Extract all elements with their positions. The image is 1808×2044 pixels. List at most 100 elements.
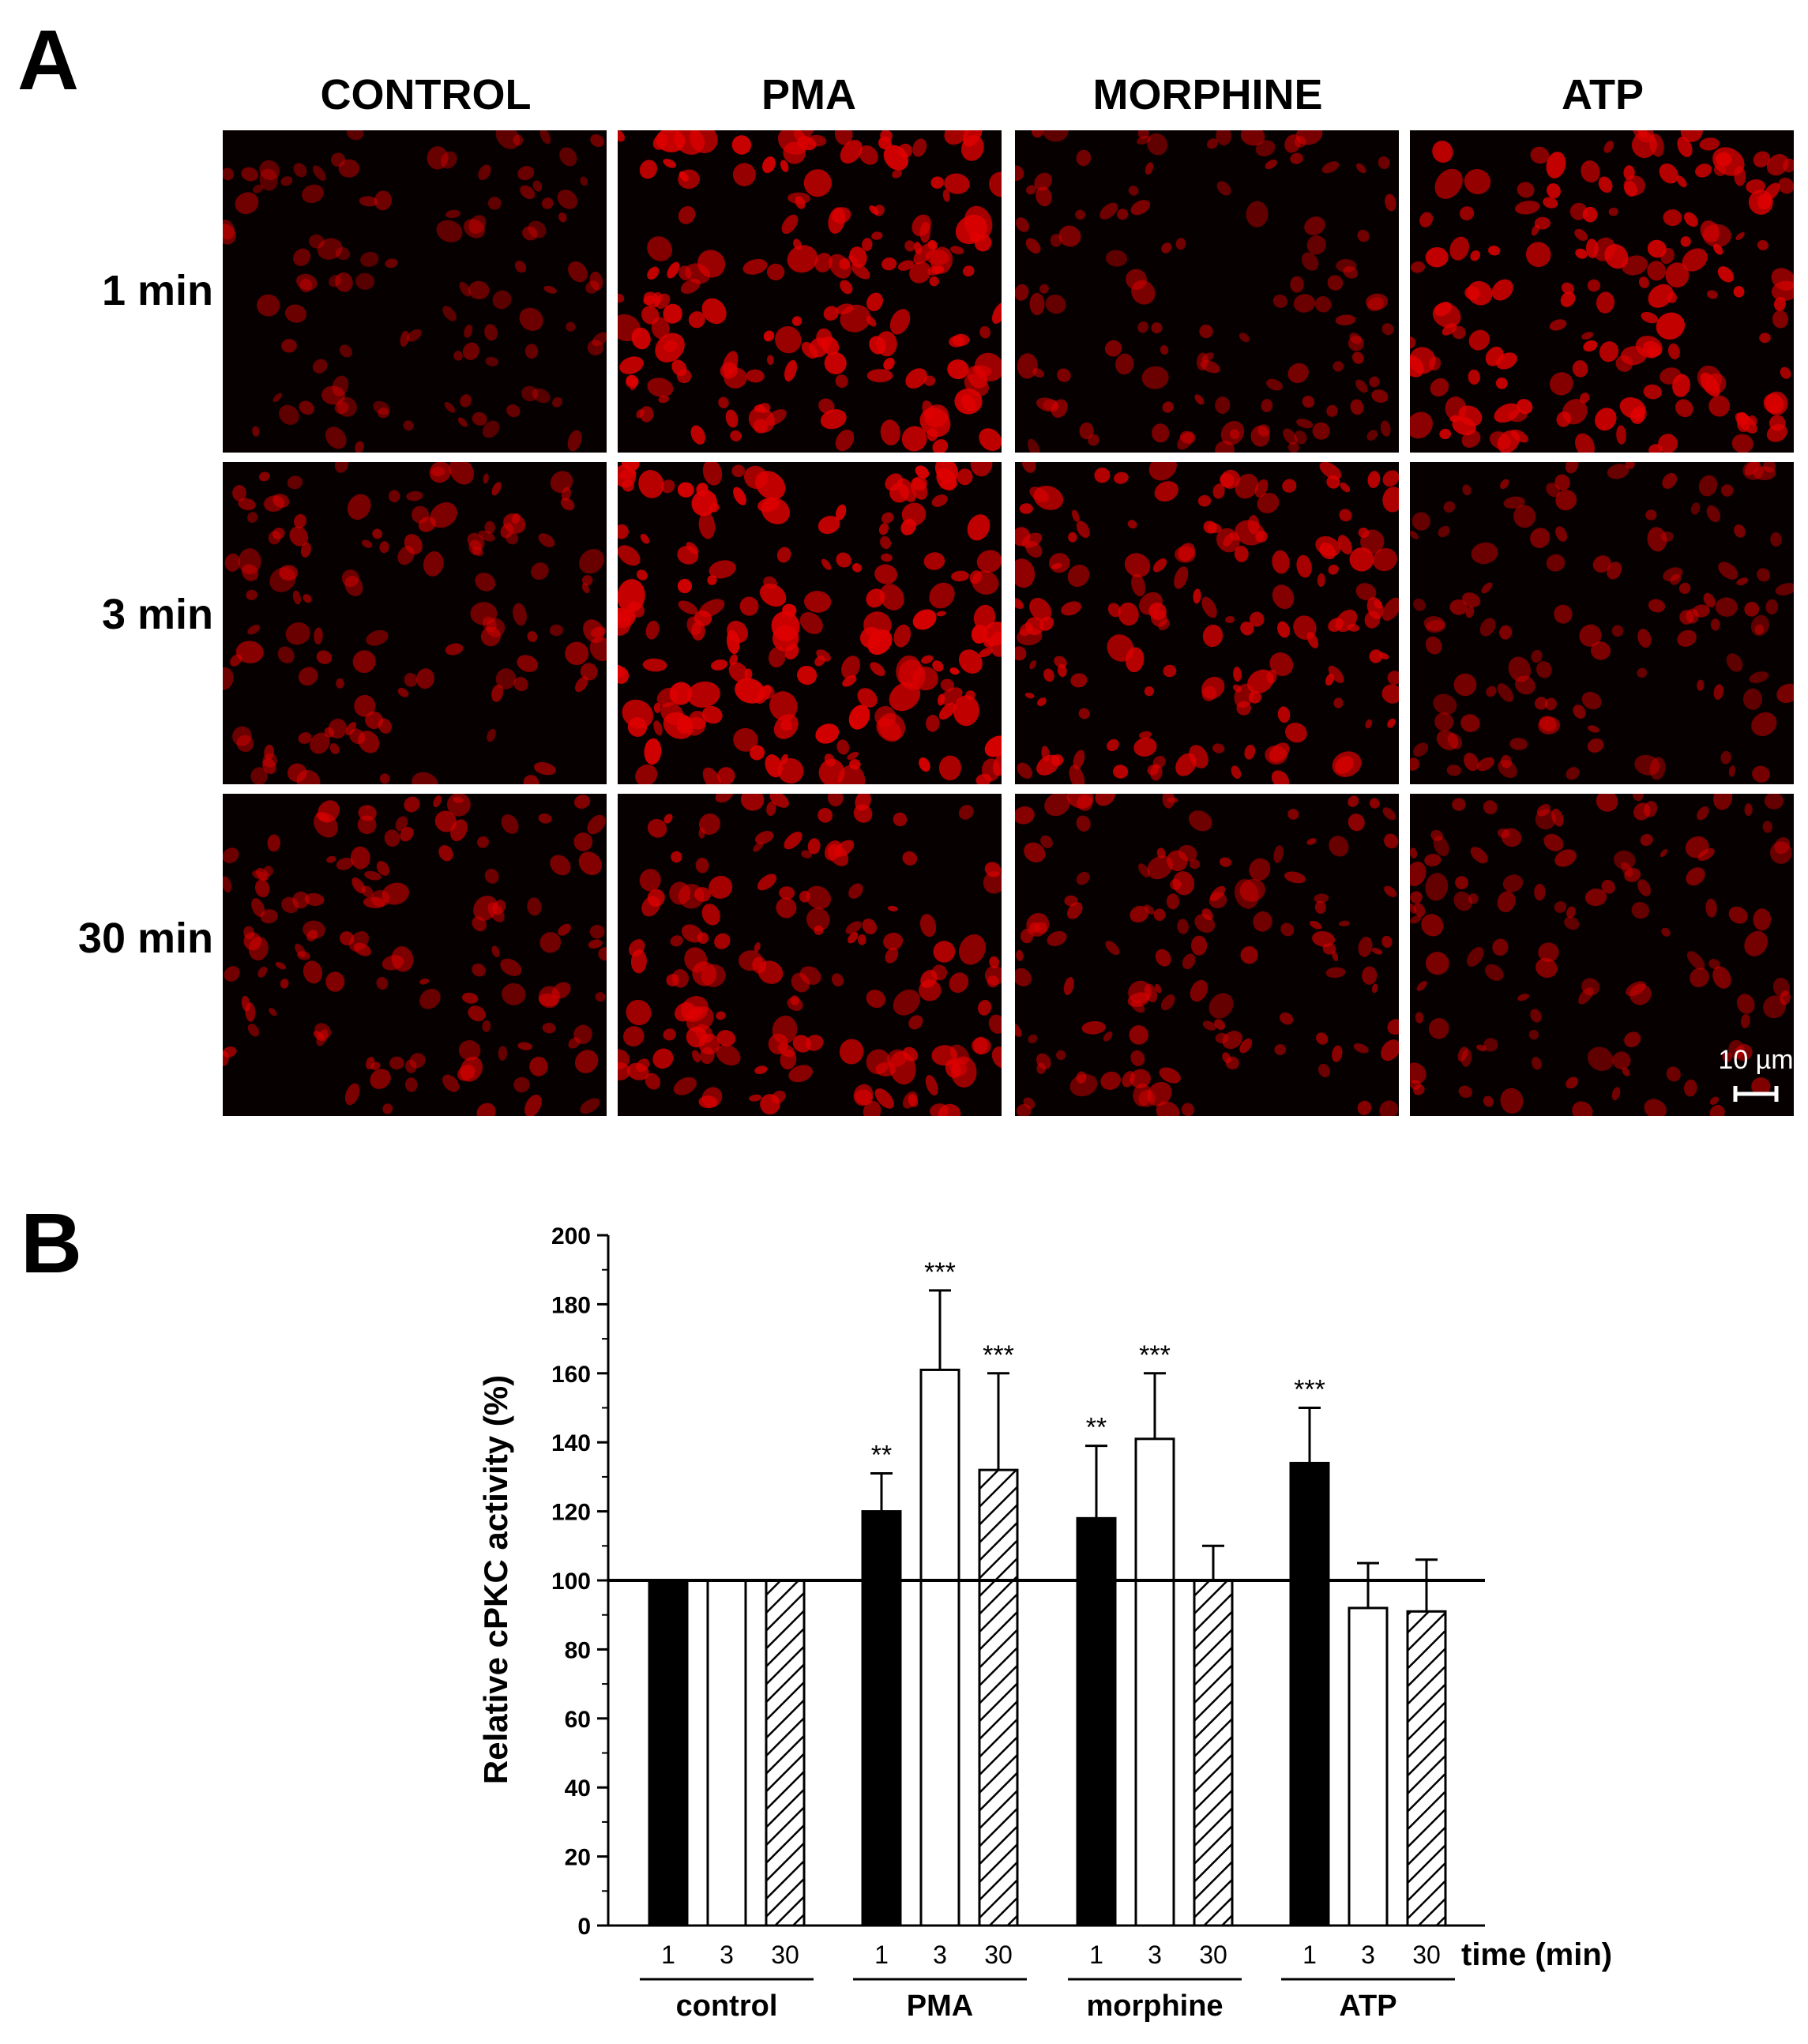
- cell-mark: [835, 504, 847, 520]
- cell-mark: [464, 325, 473, 338]
- cell-mark: [879, 584, 904, 611]
- cell-mark: [1500, 754, 1513, 768]
- cell-mark: [1340, 482, 1351, 493]
- cell-mark: [1212, 483, 1225, 499]
- cell-mark: [340, 931, 355, 946]
- cell-mark: [397, 687, 409, 697]
- cell-mark: [969, 570, 982, 584]
- cell-mark: [1591, 641, 1611, 660]
- cell-mark: [483, 473, 489, 484]
- cell-mark: [1624, 867, 1641, 882]
- cell-mark: [976, 550, 1002, 573]
- cell-mark: [618, 666, 630, 684]
- cell-mark: [618, 293, 625, 303]
- cell-mark: [881, 512, 894, 524]
- cell-mark: [1622, 1067, 1630, 1076]
- cell-mark: [1461, 1049, 1472, 1067]
- cell-mark: [1494, 403, 1520, 423]
- cell-mark: [533, 762, 556, 776]
- cell-mark: [480, 626, 501, 647]
- cell-mark: [1312, 930, 1336, 947]
- cell-mark: [1357, 1100, 1372, 1115]
- cell-mark: [1713, 164, 1726, 176]
- cell-mark: [733, 727, 758, 752]
- cell-mark: [781, 214, 799, 235]
- cell-mark: [472, 547, 483, 557]
- cell-mark: [335, 247, 351, 261]
- cell-mark: [840, 280, 853, 295]
- cell-mark: [673, 1076, 697, 1095]
- cell-mark: [1615, 355, 1633, 372]
- cell-mark: [806, 134, 827, 147]
- cell-mark: [1370, 798, 1380, 809]
- cell-mark: [1502, 874, 1524, 892]
- cell-mark: [1015, 1022, 1022, 1037]
- cell-mark: [925, 1075, 938, 1096]
- cell-mark: [223, 667, 234, 690]
- cell-mark: [1703, 592, 1716, 608]
- cell-mark: [1387, 1019, 1399, 1035]
- cell-mark: [296, 770, 321, 784]
- cell-mark: [1244, 744, 1256, 760]
- cell-mark: [799, 890, 810, 903]
- bar-ATP-30min: [1406, 1610, 1447, 1927]
- x-axis-label: time (min): [1461, 1937, 1612, 1972]
- cell-mark: [1666, 1066, 1681, 1082]
- cell-mark: [749, 1094, 762, 1102]
- cell-mark: [1188, 810, 1212, 832]
- cell-mark: [1695, 163, 1712, 178]
- cell-mark: [1528, 1029, 1539, 1040]
- cell-mark: [862, 919, 878, 935]
- cell-mark: [944, 173, 970, 194]
- cell-mark: [643, 295, 656, 306]
- cell-mark: [1565, 462, 1579, 474]
- micrograph-atp-30min: 10 µm: [1410, 794, 1794, 1116]
- cell-mark: [818, 808, 833, 823]
- cell-mark: [1272, 584, 1295, 610]
- cell-mark: [1216, 130, 1231, 146]
- cell-mark: [1279, 1012, 1294, 1025]
- cell-mark: [1705, 373, 1727, 394]
- cell-mark: [977, 999, 992, 1016]
- cell-mark: [1057, 368, 1071, 382]
- cell-mark: [746, 369, 765, 383]
- cell-mark: [909, 261, 931, 284]
- cell-mark: [527, 897, 542, 916]
- cell-mark: [1151, 322, 1163, 334]
- cell-mark: [820, 409, 847, 430]
- cell-mark: [641, 896, 660, 917]
- cell-mark: [476, 1103, 496, 1116]
- cell-mark: [806, 885, 831, 910]
- group-label-control: control: [676, 1990, 778, 2022]
- cell-mark: [644, 738, 662, 765]
- cell-mark: [1640, 833, 1653, 847]
- cell-mark: [1147, 133, 1168, 156]
- cell-mark: [280, 176, 293, 186]
- cell-mark: [1763, 995, 1787, 1019]
- cell-mark: [259, 160, 280, 180]
- cell-mark: [1073, 750, 1085, 769]
- cell-mark: [933, 941, 956, 963]
- cell-mark: [1740, 1013, 1750, 1028]
- cell-mark: [1234, 879, 1259, 909]
- cell-mark: [761, 686, 775, 699]
- cell-mark: [1126, 647, 1145, 673]
- cell-mark: [346, 130, 364, 141]
- cell-mark: [1663, 567, 1683, 582]
- cell-mark: [1138, 1090, 1156, 1107]
- cell-mark: [1076, 871, 1090, 885]
- cell-mark: [1410, 531, 1419, 539]
- cell-mark: [461, 992, 479, 1004]
- cell-mark: [1190, 979, 1208, 1002]
- cell-mark: [1622, 255, 1648, 276]
- cell-mark: [1029, 922, 1040, 933]
- cell-mark: [783, 141, 806, 164]
- cell-mark: [1434, 712, 1454, 731]
- cell-mark: [1067, 564, 1090, 588]
- cell-mark: [1471, 542, 1498, 565]
- micrograph-morphine-1min: [1015, 130, 1399, 453]
- cell-mark: [302, 184, 324, 203]
- cell-mark: [404, 534, 423, 554]
- cell-mark: [724, 367, 747, 389]
- cell-mark: [671, 969, 690, 988]
